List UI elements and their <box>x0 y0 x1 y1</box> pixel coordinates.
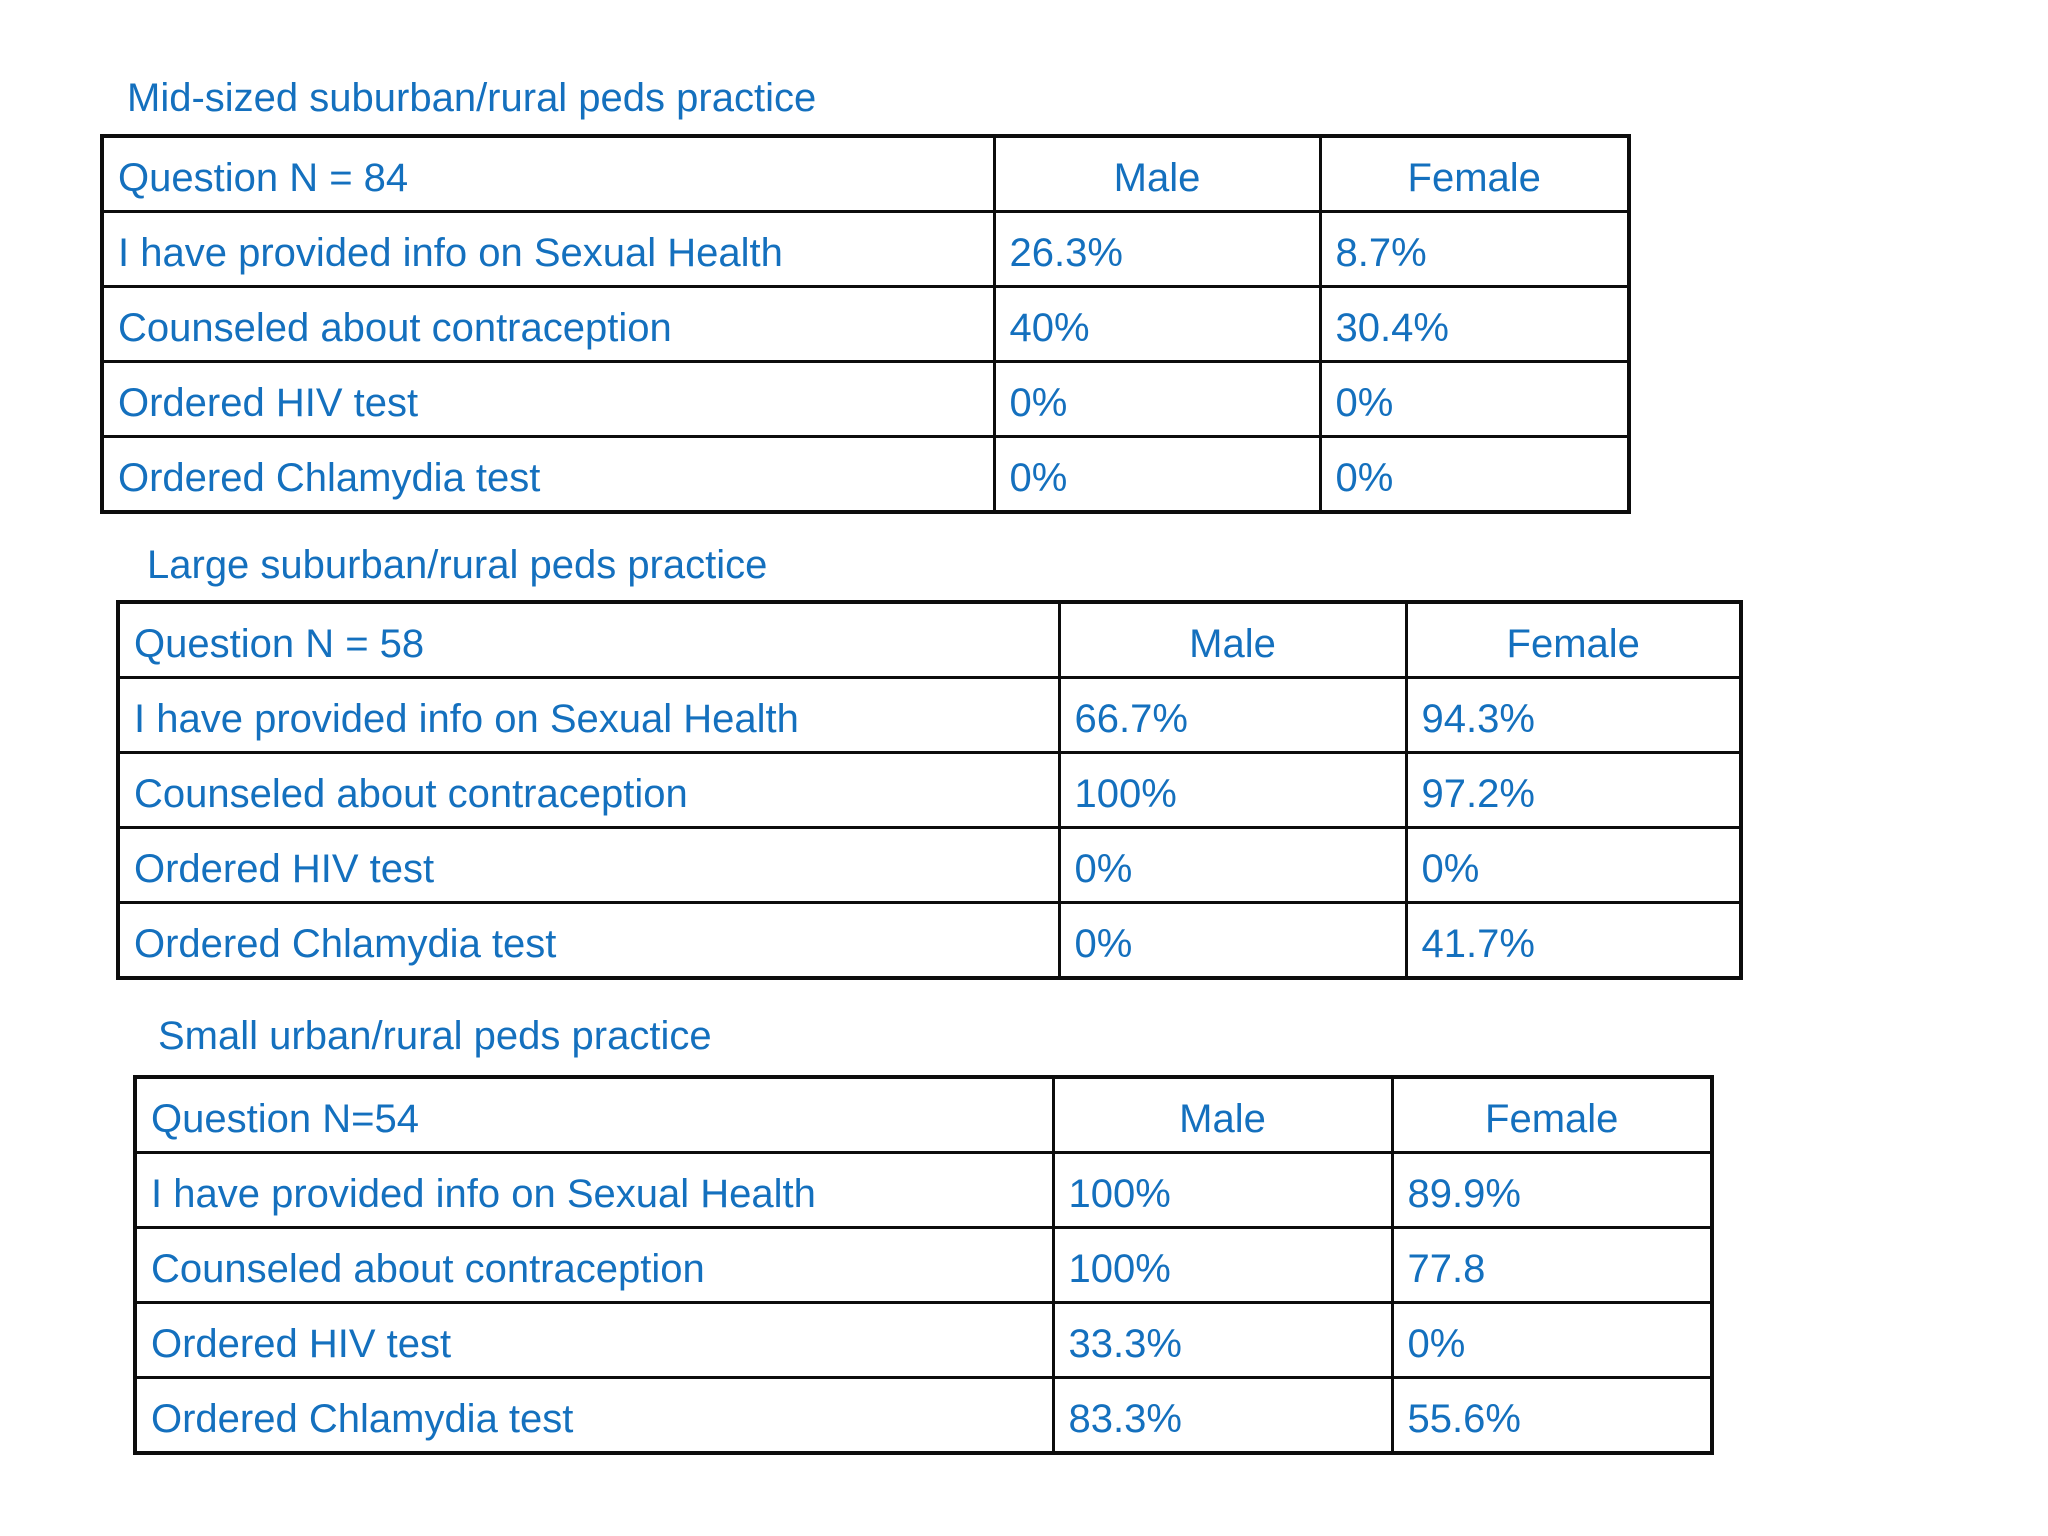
header-question-cell: Question N = 84 <box>100 134 996 213</box>
male-value-cell: 100% <box>1051 1151 1394 1229</box>
male-value-cell: 0% <box>1057 901 1408 980</box>
table-row: Ordered HIV test 33.3% 0% <box>133 1301 1714 1379</box>
female-value-cell: 77.8 <box>1390 1226 1714 1304</box>
male-value-cell: 0% <box>992 360 1322 438</box>
table-row: I have provided info on Sexual Health 10… <box>133 1151 1714 1229</box>
female-value-cell: 0% <box>1318 360 1631 438</box>
row-label-cell: Ordered HIV test <box>116 826 1061 904</box>
male-value-cell: 33.3% <box>1051 1301 1394 1379</box>
header-male-cell: Male <box>1051 1075 1394 1154</box>
female-value-cell: 89.9% <box>1390 1151 1714 1229</box>
table-row: Ordered HIV test 0% 0% <box>116 826 1743 904</box>
table-row: Counseled about contraception 40% 30.4% <box>100 285 1631 363</box>
female-value-cell: 30.4% <box>1318 285 1631 363</box>
table-row: Ordered Chlamydia test 83.3% 55.6% <box>133 1376 1714 1455</box>
row-label-cell: I have provided info on Sexual Health <box>133 1151 1055 1229</box>
female-value-cell: 41.7% <box>1404 901 1743 980</box>
female-value-cell: 94.3% <box>1404 676 1743 754</box>
header-male-cell: Male <box>1057 600 1408 679</box>
header-female-cell: Female <box>1390 1075 1714 1154</box>
table-row: Counseled about contraception 100% 97.2% <box>116 751 1743 829</box>
header-female-cell: Female <box>1404 600 1743 679</box>
female-value-cell: 0% <box>1404 826 1743 904</box>
row-label-cell: I have provided info on Sexual Health <box>116 676 1061 754</box>
table-midsized-practice: Question N = 84 Male Female I have provi… <box>100 134 1631 514</box>
table-title-midsized-practice: Mid-sized suburban/rural peds practice <box>127 76 817 120</box>
row-label-cell: Counseled about contraception <box>116 751 1061 829</box>
header-question-cell: Question N=54 <box>133 1075 1055 1154</box>
row-label-cell: Ordered Chlamydia test <box>133 1376 1055 1455</box>
table-row: Ordered HIV test 0% 0% <box>100 360 1631 438</box>
table-row: Ordered Chlamydia test 0% 41.7% <box>116 901 1743 980</box>
male-value-cell: 0% <box>992 435 1322 514</box>
header-female-cell: Female <box>1318 134 1631 213</box>
table-header-row: Question N=54 Male Female <box>133 1075 1714 1154</box>
table-row: Ordered Chlamydia test 0% 0% <box>100 435 1631 514</box>
male-value-cell: 100% <box>1057 751 1408 829</box>
row-label-cell: Ordered Chlamydia test <box>100 435 996 514</box>
table-header-row: Question N = 58 Male Female <box>116 600 1743 679</box>
row-label-cell: Counseled about contraception <box>133 1226 1055 1304</box>
female-value-cell: 0% <box>1318 435 1631 514</box>
header-male-cell: Male <box>992 134 1322 213</box>
male-value-cell: 100% <box>1051 1226 1394 1304</box>
male-value-cell: 83.3% <box>1051 1376 1394 1455</box>
table-row: I have provided info on Sexual Health 66… <box>116 676 1743 754</box>
header-question-cell: Question N = 58 <box>116 600 1061 679</box>
table-title-small-practice: Small urban/rural peds practice <box>158 1014 712 1058</box>
row-label-cell: Ordered HIV test <box>100 360 996 438</box>
table-large-practice: Question N = 58 Male Female I have provi… <box>116 600 1743 980</box>
table-title-large-practice: Large suburban/rural peds practice <box>147 543 768 587</box>
female-value-cell: 0% <box>1390 1301 1714 1379</box>
table-row: Counseled about contraception 100% 77.8 <box>133 1226 1714 1304</box>
female-value-cell: 97.2% <box>1404 751 1743 829</box>
row-label-cell: I have provided info on Sexual Health <box>100 210 996 288</box>
row-label-cell: Ordered HIV test <box>133 1301 1055 1379</box>
male-value-cell: 0% <box>1057 826 1408 904</box>
row-label-cell: Ordered Chlamydia test <box>116 901 1061 980</box>
female-value-cell: 55.6% <box>1390 1376 1714 1455</box>
table-small-practice: Question N=54 Male Female I have provide… <box>133 1075 1714 1455</box>
table-row: I have provided info on Sexual Health 26… <box>100 210 1631 288</box>
female-value-cell: 8.7% <box>1318 210 1631 288</box>
male-value-cell: 40% <box>992 285 1322 363</box>
table-header-row: Question N = 84 Male Female <box>100 134 1631 213</box>
male-value-cell: 66.7% <box>1057 676 1408 754</box>
male-value-cell: 26.3% <box>992 210 1322 288</box>
row-label-cell: Counseled about contraception <box>100 285 996 363</box>
